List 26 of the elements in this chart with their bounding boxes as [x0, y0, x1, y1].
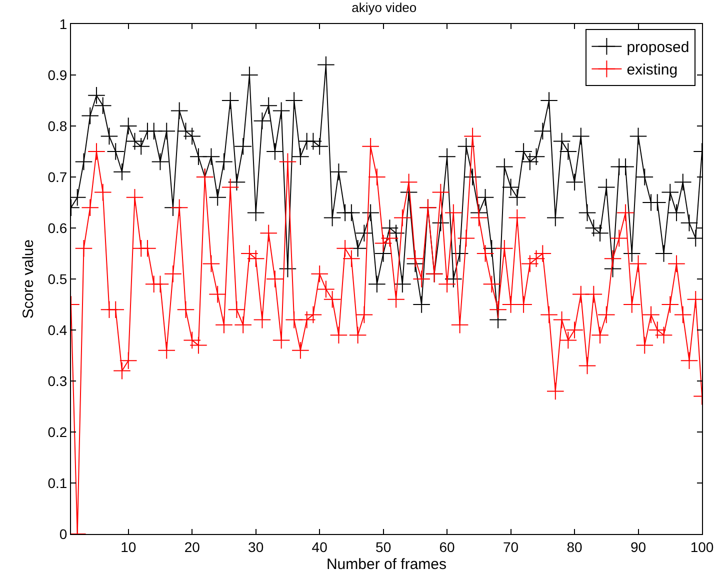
x-tick-label: 20 [184, 538, 200, 555]
y-tick-label: 0.8 [48, 118, 68, 134]
legend-label: existing [626, 62, 678, 79]
x-tick-label: 40 [312, 538, 328, 555]
y-tick-label: 0.7 [48, 168, 68, 185]
chart-title: akiyo video [352, 0, 417, 16]
legend-label: proposed [626, 39, 690, 56]
x-tick-label: 80 [566, 538, 583, 555]
x-tick-label: 100 [690, 538, 714, 555]
x-tick-label: 30 [248, 538, 264, 555]
y-tick-label: 0.9 [48, 66, 68, 83]
y-tick-label: 0.4 [48, 322, 68, 338]
y-tick-label: 0.2 [48, 424, 68, 440]
x-tick-label: 60 [439, 538, 456, 555]
x-tick-label: 90 [630, 538, 646, 555]
y-tick-label: 0.3 [48, 372, 68, 389]
y-tick-label: 0.5 [48, 270, 68, 287]
y-tick-label: 0 [59, 526, 68, 542]
y-tick-label: 0.6 [48, 220, 68, 236]
x-tick-label: 10 [120, 538, 136, 555]
y-tick-label: 0.1 [48, 474, 68, 491]
x-tick-label: 50 [376, 538, 392, 555]
x-tick-label: 70 [503, 538, 519, 555]
x-axis-title: Number of frames [326, 556, 447, 573]
y-tick-label: 1 [59, 16, 68, 32]
y-axis-title: Score value [20, 239, 37, 319]
